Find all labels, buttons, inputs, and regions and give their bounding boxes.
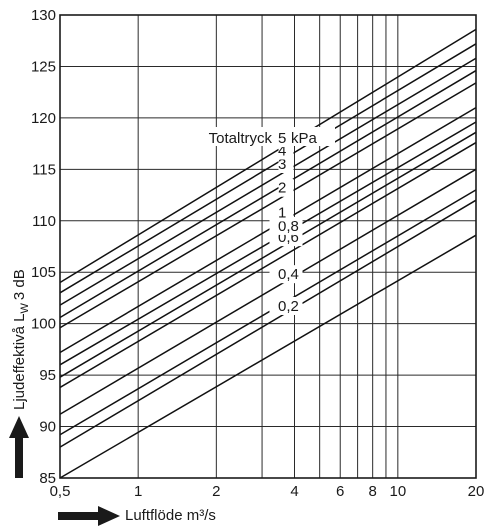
pressure-curve bbox=[59, 199, 477, 448]
x-tick-label: 8 bbox=[368, 483, 376, 500]
curve-label: 3 bbox=[278, 156, 286, 173]
pressure-curve bbox=[59, 57, 477, 306]
curve-label-backdrop bbox=[278, 129, 294, 148]
curves bbox=[59, 28, 477, 479]
pressure-curve bbox=[59, 168, 477, 415]
y-tick-label: 85 bbox=[39, 470, 56, 487]
y-tick-label: 90 bbox=[39, 419, 56, 436]
pressure-curve bbox=[59, 121, 477, 366]
curve-label: 5 bbox=[278, 130, 286, 147]
y-tick-label: 115 bbox=[32, 161, 56, 178]
curve-label: 4 bbox=[278, 143, 286, 160]
pressure-curve bbox=[59, 141, 477, 389]
pressure-curve bbox=[59, 106, 477, 354]
curve-label: 0,2 bbox=[278, 298, 299, 315]
curve-label: 0,8 bbox=[278, 218, 299, 235]
curve-label-backdrop bbox=[269, 296, 303, 315]
x-tick-label: 2 bbox=[212, 483, 220, 500]
pressure-curve bbox=[59, 131, 477, 378]
y-tick-label: 130 bbox=[31, 7, 56, 24]
curve-label: 2 bbox=[278, 180, 286, 197]
y-axis-label: Ljudeffektivå LW 3 dB bbox=[11, 269, 31, 410]
pressure-curve bbox=[59, 43, 477, 294]
x-tick-label: 6 bbox=[336, 483, 344, 500]
x-tick-label: 0,5 bbox=[50, 483, 71, 500]
pressure-curve bbox=[59, 82, 477, 329]
pressure-curve bbox=[59, 234, 477, 479]
x-tick-label: 4 bbox=[290, 483, 298, 500]
curve-label-backdrop bbox=[278, 203, 294, 222]
x-axis-label: Luftflöde m³/s bbox=[125, 507, 216, 524]
pressure-curve bbox=[59, 69, 477, 319]
y-tick-label: 120 bbox=[31, 110, 56, 127]
curve-label-backdrop bbox=[278, 178, 294, 197]
plot-frame bbox=[59, 14, 477, 479]
grid bbox=[59, 14, 477, 479]
y-axis-label-tail: 3 dB bbox=[11, 269, 28, 300]
y-axis-arrow-icon bbox=[9, 416, 29, 478]
curve-label-backdrop bbox=[269, 265, 303, 284]
curve-label: 0,4 bbox=[278, 266, 299, 283]
y-axis-label-sub: W bbox=[19, 303, 31, 314]
y-tick-label: 125 bbox=[31, 58, 56, 75]
y-axis-label-main: Ljudeffektivå L bbox=[11, 314, 28, 410]
y-tick-label: 110 bbox=[32, 213, 56, 230]
x-tick-label: 20 bbox=[468, 483, 485, 500]
x-tick-label: 10 bbox=[389, 483, 406, 500]
x-axis-arrow-icon bbox=[58, 506, 120, 526]
legend-unit: kPa bbox=[291, 130, 318, 147]
y-tick-label: 95 bbox=[39, 367, 56, 384]
y-tick-label: 105 bbox=[31, 264, 56, 281]
curve-label-backdrop bbox=[269, 216, 303, 235]
pressure-curve bbox=[59, 189, 477, 436]
y-tick-label: 100 bbox=[31, 316, 56, 333]
x-tick-label: 1 bbox=[134, 483, 142, 500]
legend-title: Totaltryck bbox=[209, 130, 273, 147]
curve-label: 1 bbox=[278, 204, 286, 221]
pressure-curve bbox=[59, 28, 477, 284]
legend-backdrop bbox=[185, 127, 335, 147]
